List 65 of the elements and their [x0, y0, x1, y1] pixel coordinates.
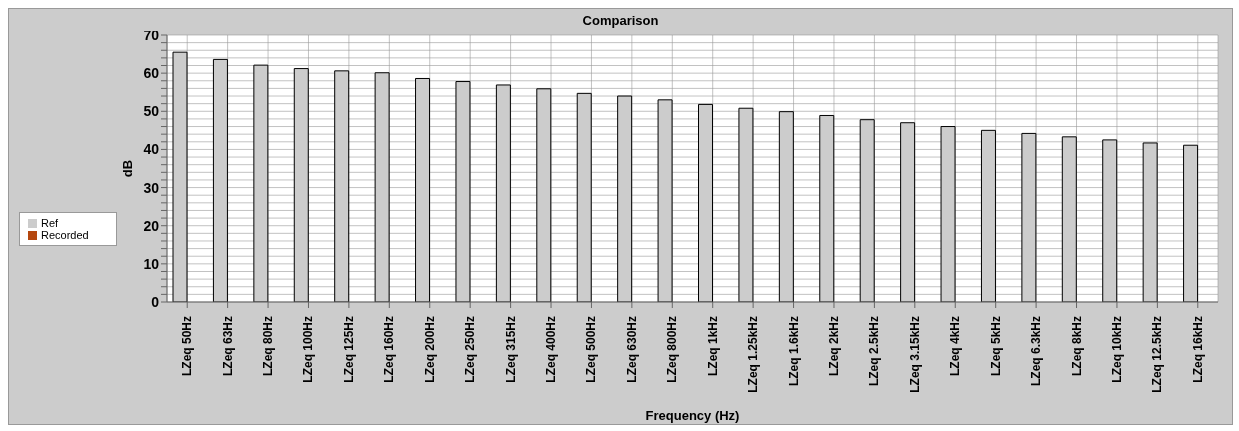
bar: [212, 58, 228, 302]
y-tick-label: 30: [143, 179, 160, 196]
x-tick-label: LZeq 2kHz: [826, 316, 841, 377]
x-tick-label: LZeq 630Hz: [624, 316, 639, 383]
y-tick-label: 60: [143, 65, 160, 82]
x-tick-label: LZeq 1.6kHz: [786, 316, 801, 387]
bar: [1102, 139, 1118, 302]
bar: [1142, 142, 1158, 302]
bar: [900, 122, 916, 302]
bar: [859, 119, 875, 302]
x-tick-label: LZeq 8kHz: [1069, 316, 1084, 377]
x-tick-label: LZeq 315Hz: [503, 316, 518, 383]
x-tick-label: LZeq 160Hz: [382, 316, 397, 383]
x-tick-label: LZeq 2.5kHz: [867, 316, 882, 387]
bar: [819, 114, 835, 302]
y-tick-label: 70: [143, 26, 160, 43]
bar: [455, 81, 471, 302]
y-tick-label: 10: [143, 255, 160, 272]
x-tick-label: LZeq 1kHz: [705, 316, 720, 377]
bar: [738, 107, 754, 302]
x-tick-label: LZeq 800Hz: [665, 316, 680, 383]
x-tick-label: LZeq 12.5kHz: [1150, 316, 1165, 393]
bar: [617, 95, 633, 302]
bar: [980, 129, 996, 302]
legend-label: Recorded: [41, 228, 89, 241]
bar: [293, 68, 309, 302]
y-tick-label: 50: [143, 103, 160, 120]
legend-label: Ref: [41, 216, 59, 229]
x-tick-label: LZeq 63Hz: [220, 316, 235, 377]
bar: [253, 64, 269, 302]
bar: [334, 70, 350, 302]
bar: [172, 51, 188, 302]
bar: [1183, 144, 1199, 302]
x-tick-label: LZeq 250Hz: [463, 316, 478, 383]
bar: [495, 84, 511, 302]
x-tick-label: LZeq 4kHz: [948, 316, 963, 377]
bar: [536, 88, 552, 302]
bar: [940, 126, 956, 302]
y-tick-label: 20: [143, 217, 160, 234]
x-tick-label: LZeq 50Hz: [180, 316, 195, 377]
bar: [698, 103, 713, 302]
x-tick-label: LZeq 5kHz: [988, 316, 1003, 377]
bar: [1021, 132, 1037, 302]
bar: [576, 92, 592, 302]
x-tick-label: LZeq 3.15kHz: [907, 316, 922, 393]
bar: [657, 99, 673, 302]
x-tick-label: LZeq 1.25kHz: [746, 316, 761, 393]
bar: [1061, 136, 1077, 302]
bar: [374, 72, 390, 302]
x-tick-label: LZeq 16kHz: [1190, 316, 1205, 383]
y-axis-title: dB: [119, 159, 135, 178]
y-tick-label: 0: [151, 293, 160, 310]
chart-title: Comparison: [582, 13, 659, 28]
x-tick-label: LZeq 6.3kHz: [1029, 316, 1044, 387]
x-tick-label: LZeq 500Hz: [584, 316, 599, 383]
x-tick-label: LZeq 80Hz: [261, 316, 276, 377]
x-tick-label: LZeq 100Hz: [301, 316, 316, 383]
x-axis-title: Frequency (Hz): [645, 408, 740, 423]
y-tick-label: 40: [143, 141, 160, 158]
x-tick-label: LZeq 200Hz: [422, 316, 437, 383]
x-tick-label: LZeq 10kHz: [1109, 316, 1124, 383]
bar: [415, 77, 431, 302]
x-tick-label: LZeq 400Hz: [544, 316, 559, 383]
bar: [778, 111, 794, 302]
x-tick-label: LZeq 125Hz: [341, 316, 356, 383]
